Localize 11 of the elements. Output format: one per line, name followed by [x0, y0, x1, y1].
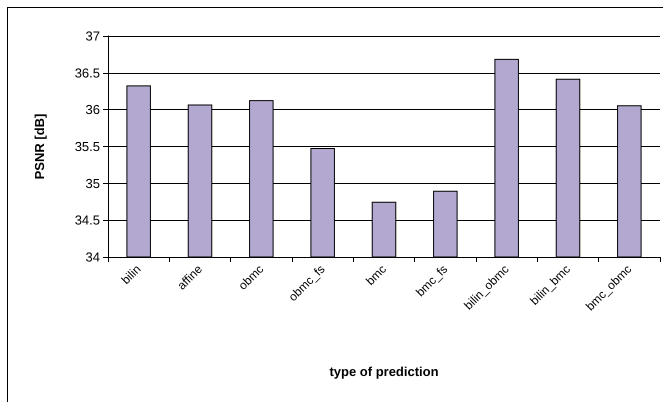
y-tick-label: 34	[86, 250, 100, 264]
x-tick-label: bilin	[118, 262, 144, 288]
y-tick-label: 37	[86, 28, 100, 44]
y-axis-title: PSNR [dB]	[32, 114, 47, 180]
y-tick-label: 36.5	[74, 65, 100, 80]
y-tick-label: 35.5	[74, 139, 100, 154]
y-tick-label: 34.5	[74, 212, 100, 228]
x-axis-title: type of prediction	[329, 364, 439, 379]
x-tick-label: bmc	[363, 262, 389, 288]
y-tick-label: 35	[86, 176, 100, 191]
y-tick-label: 36	[86, 102, 100, 118]
